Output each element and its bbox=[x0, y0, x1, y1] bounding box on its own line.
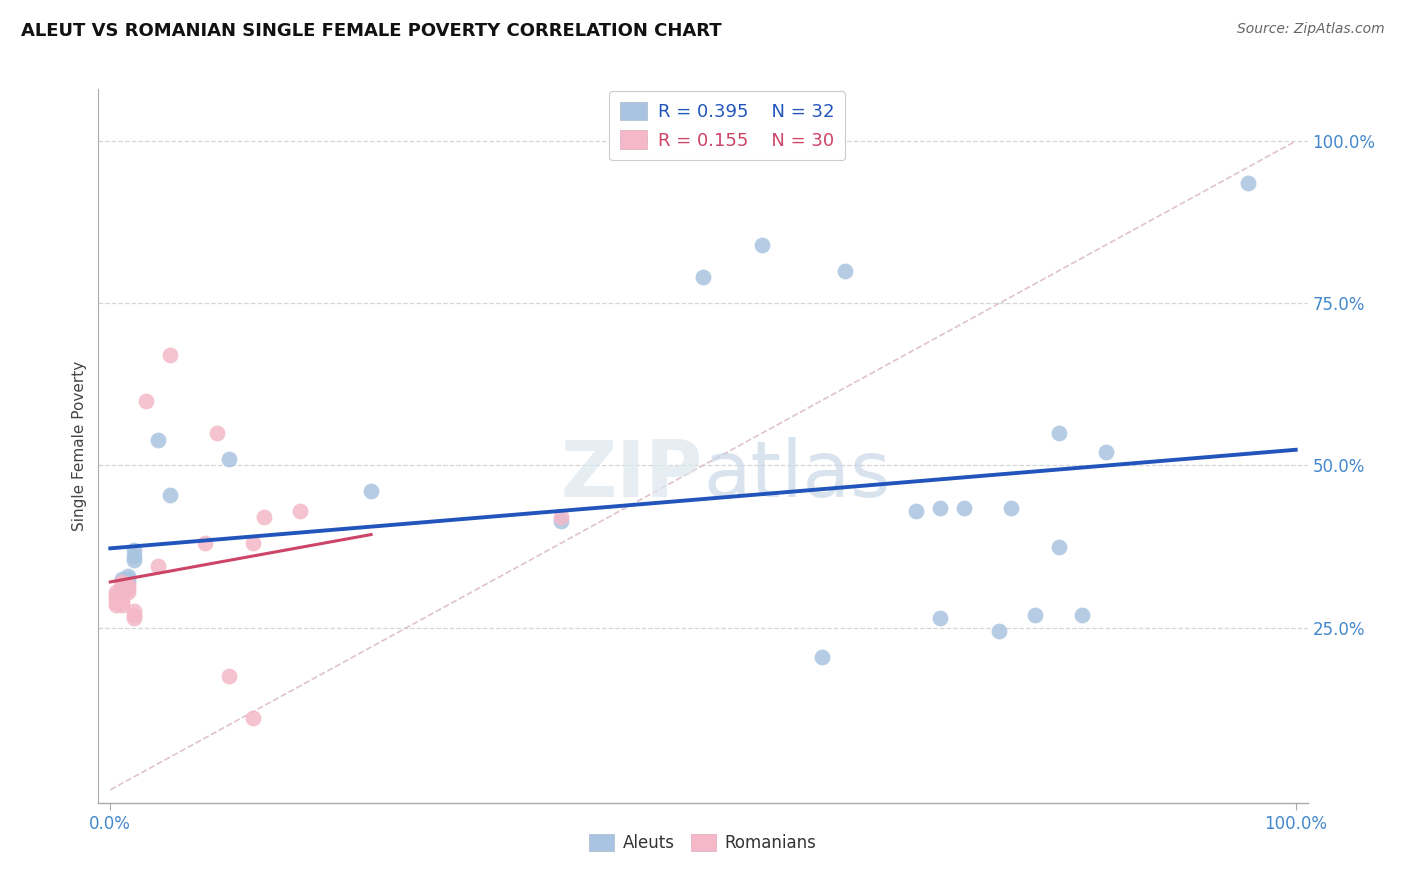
Point bbox=[122, 549, 145, 564]
Point bbox=[205, 425, 228, 440]
Point bbox=[242, 711, 264, 725]
Point bbox=[117, 575, 139, 590]
Point bbox=[105, 595, 128, 609]
Point bbox=[105, 585, 128, 599]
Point bbox=[111, 572, 134, 586]
Point bbox=[550, 514, 572, 528]
Text: ZIP: ZIP bbox=[561, 436, 703, 513]
Point bbox=[751, 238, 773, 252]
Point bbox=[122, 604, 145, 618]
Point bbox=[253, 510, 276, 524]
Point bbox=[122, 542, 145, 557]
Point bbox=[111, 582, 134, 596]
Point bbox=[1095, 445, 1118, 459]
Point bbox=[122, 611, 145, 625]
Point bbox=[122, 552, 145, 566]
Point bbox=[111, 595, 134, 609]
Point bbox=[159, 348, 181, 362]
Point bbox=[834, 264, 856, 278]
Point bbox=[1024, 607, 1046, 622]
Point bbox=[905, 504, 928, 518]
Point bbox=[117, 582, 139, 596]
Point bbox=[111, 575, 134, 590]
Point bbox=[159, 488, 181, 502]
Point bbox=[111, 578, 134, 592]
Point bbox=[111, 588, 134, 602]
Text: Source: ZipAtlas.com: Source: ZipAtlas.com bbox=[1237, 22, 1385, 37]
Point bbox=[1071, 607, 1094, 622]
Point bbox=[105, 588, 128, 602]
Point bbox=[1237, 176, 1260, 190]
Point bbox=[218, 669, 240, 683]
Point bbox=[1047, 425, 1070, 440]
Point bbox=[111, 585, 134, 599]
Point bbox=[111, 591, 134, 606]
Point bbox=[105, 591, 128, 606]
Point bbox=[242, 536, 264, 550]
Point bbox=[550, 510, 572, 524]
Point bbox=[117, 572, 139, 586]
Point bbox=[1047, 540, 1070, 554]
Point bbox=[135, 393, 157, 408]
Point bbox=[1000, 500, 1022, 515]
Point bbox=[111, 582, 134, 596]
Point bbox=[117, 578, 139, 592]
Point bbox=[111, 598, 134, 612]
Point bbox=[360, 484, 382, 499]
Point bbox=[218, 452, 240, 467]
Point bbox=[692, 270, 714, 285]
Point bbox=[111, 585, 134, 599]
Point bbox=[146, 433, 169, 447]
Point bbox=[122, 607, 145, 622]
Point bbox=[105, 598, 128, 612]
Legend: Aleuts, Romanians: Aleuts, Romanians bbox=[582, 827, 824, 859]
Point bbox=[194, 536, 217, 550]
Point bbox=[111, 575, 134, 590]
Point bbox=[117, 568, 139, 582]
Point bbox=[929, 500, 952, 515]
Y-axis label: Single Female Poverty: Single Female Poverty bbox=[72, 361, 87, 531]
Point bbox=[952, 500, 974, 515]
Point bbox=[146, 559, 169, 574]
Point bbox=[810, 649, 832, 664]
Text: atlas: atlas bbox=[703, 436, 890, 513]
Text: ALEUT VS ROMANIAN SINGLE FEMALE POVERTY CORRELATION CHART: ALEUT VS ROMANIAN SINGLE FEMALE POVERTY … bbox=[21, 22, 721, 40]
Point bbox=[929, 611, 952, 625]
Point bbox=[117, 585, 139, 599]
Point bbox=[988, 624, 1011, 638]
Point bbox=[288, 504, 311, 518]
Point bbox=[111, 578, 134, 592]
